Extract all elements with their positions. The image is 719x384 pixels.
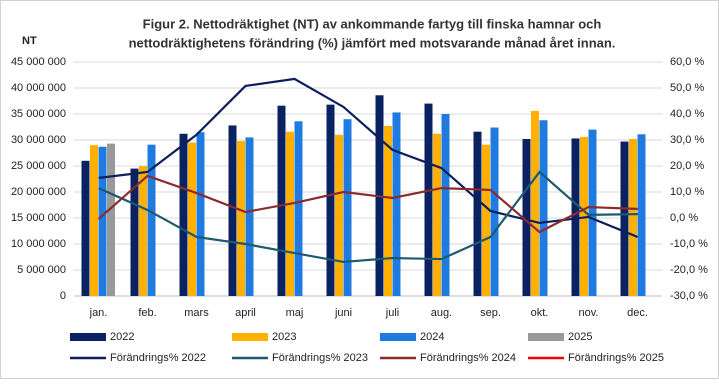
x-tick-label: sep. (480, 307, 501, 319)
legend-label: Förändrings% 2023 (272, 352, 368, 364)
y2-tick-label: 30,0 % (670, 134, 704, 146)
line (97, 174, 638, 234)
bar (188, 142, 196, 296)
bar (629, 138, 637, 296)
bar (90, 145, 98, 296)
y2-tick-label: 20,0 % (670, 160, 704, 172)
legend-label: 2023 (272, 331, 296, 343)
y-tick-label: 5 000 000 (17, 264, 66, 276)
chart-title: Figur 2. Nettodräktighet (NT) av ankomma… (143, 16, 602, 31)
y-tick-label: 40 000 000 (11, 82, 66, 94)
y2-tick-label: 0,0 % (670, 212, 698, 224)
legend-label: Förändrings% 2022 (110, 352, 206, 364)
bar (392, 112, 401, 296)
x-tick-label: juni (334, 307, 352, 319)
y-tick-label: 20 000 000 (11, 186, 66, 198)
bar (294, 121, 303, 296)
legend-label: 2022 (110, 331, 134, 343)
bar (130, 168, 139, 296)
bar (107, 143, 115, 296)
y2-tick-label: -10,0 % (670, 238, 708, 250)
y-tick-label: 15 000 000 (11, 212, 66, 224)
bar (637, 134, 646, 296)
x-tick-label: maj (286, 307, 304, 319)
y-axis-label: NT (22, 35, 37, 47)
bar (228, 125, 237, 296)
legend-swatch (232, 333, 268, 341)
x-tick-label: dec. (627, 307, 648, 319)
line (98, 170, 638, 264)
y2-tick-label: 40,0 % (670, 108, 704, 120)
legend-swatch (528, 333, 564, 341)
y-tick-label: 25 000 000 (11, 160, 66, 172)
bar (237, 141, 245, 296)
x-tick-label: okt. (531, 307, 549, 319)
y2-tick-label: -30,0 % (670, 290, 708, 302)
x-tick-label: aug. (431, 307, 452, 319)
y2-tick-label: 60,0 % (670, 56, 704, 68)
x-tick-label: april (235, 307, 256, 319)
x-tick-label: mars (184, 307, 209, 319)
line (98, 77, 638, 238)
y-tick-label: 35 000 000 (11, 108, 66, 120)
y-tick-label: 30 000 000 (11, 134, 66, 146)
x-tick-label: nov. (579, 307, 599, 319)
bar (277, 105, 286, 297)
bar (571, 138, 580, 296)
bar (98, 146, 107, 296)
bar (539, 120, 548, 297)
y-tick-label: 0 (60, 290, 66, 302)
bar (522, 138, 531, 296)
bar (179, 133, 188, 296)
legend-label: 2025 (568, 331, 592, 343)
y2-tick-label: 50,0 % (670, 82, 704, 94)
chart-title: nettodräktighetens förändring (%) jämför… (129, 35, 616, 50)
bar (384, 125, 392, 297)
bar (588, 129, 597, 296)
y2-tick-label: 10,0 % (670, 186, 704, 198)
bar (473, 131, 482, 296)
bar (139, 166, 147, 296)
bar (147, 144, 156, 296)
legend-label: 2024 (420, 331, 444, 343)
bar (441, 114, 450, 296)
legend-swatch (70, 333, 106, 341)
bar (620, 141, 629, 296)
y-tick-label: 45 000 000 (11, 56, 66, 68)
x-tick-label: feb. (138, 307, 156, 319)
bar (286, 131, 294, 296)
bar (424, 103, 433, 296)
bar (343, 119, 352, 296)
y2-tick-label: -20,0 % (670, 264, 708, 276)
legend-label: Förändrings% 2025 (568, 352, 664, 364)
y-tick-label: 10 000 000 (11, 238, 66, 250)
legend-label: Förändrings% 2024 (420, 352, 516, 364)
x-tick-label: jan. (89, 307, 108, 319)
bar (245, 137, 254, 296)
bar (531, 110, 539, 296)
bar (81, 160, 90, 296)
legend-swatch (380, 333, 416, 341)
x-tick-label: juli (385, 307, 399, 319)
bar (335, 134, 343, 296)
bar (433, 133, 441, 296)
bar (196, 132, 205, 296)
bar (482, 144, 490, 296)
bar (326, 104, 335, 296)
